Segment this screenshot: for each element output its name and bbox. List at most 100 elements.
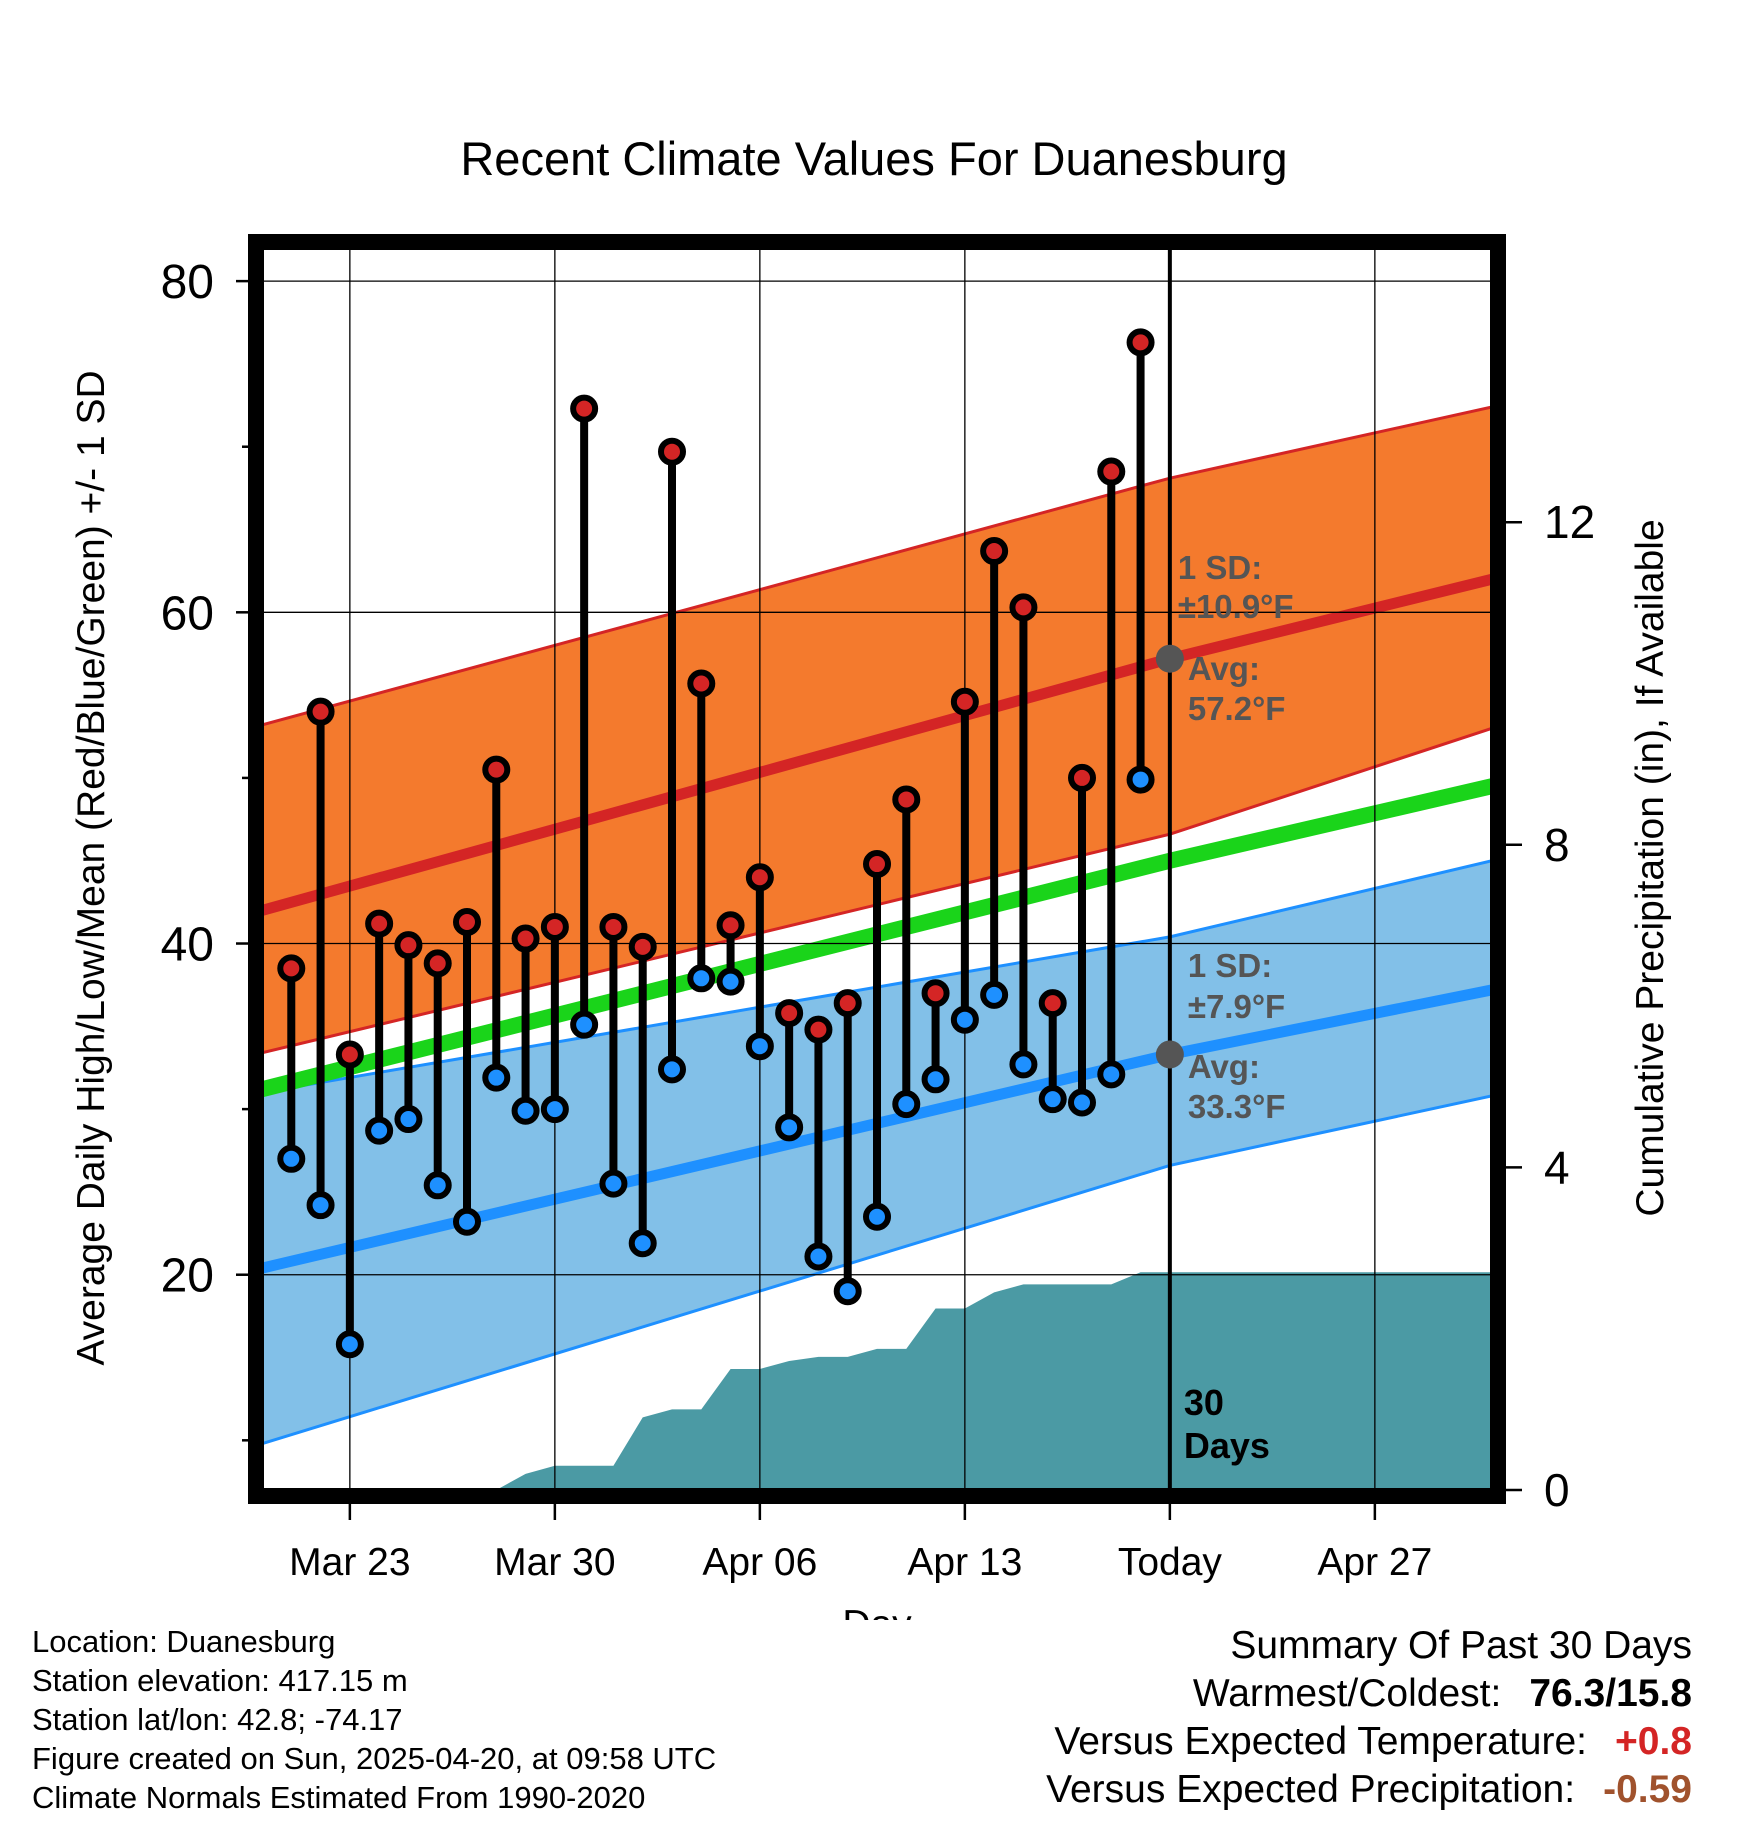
x-tick-label: Apr 27 bbox=[1317, 1541, 1432, 1584]
high-point bbox=[394, 931, 423, 960]
low-point bbox=[745, 1032, 774, 1061]
low-point bbox=[511, 1096, 540, 1125]
high-point bbox=[863, 850, 891, 879]
normals-text: Climate Normals Estimated From 1990-2020 bbox=[32, 1780, 646, 1815]
low-point bbox=[658, 1055, 686, 1084]
y-axis-title: Average Daily High/Low/Mean (Red/Blue/Gr… bbox=[70, 370, 113, 1365]
high-point bbox=[306, 697, 335, 726]
x-axis-title: Day bbox=[842, 1603, 912, 1620]
high-point bbox=[540, 912, 569, 941]
high-point bbox=[658, 437, 686, 466]
low-point bbox=[716, 967, 745, 996]
y-tick-label: 60 bbox=[161, 587, 214, 640]
high-point bbox=[921, 979, 950, 1008]
low-point bbox=[1068, 1088, 1096, 1117]
high-point bbox=[980, 537, 1009, 566]
high-point bbox=[570, 394, 599, 423]
low-point bbox=[775, 1113, 804, 1142]
climate-chart: Recent Climate Values For Duanesburg 1 S… bbox=[70, 132, 1672, 1620]
low-point bbox=[365, 1116, 394, 1145]
low-point bbox=[453, 1207, 481, 1236]
high-point bbox=[775, 999, 804, 1028]
high-point bbox=[833, 989, 862, 1018]
low-point bbox=[804, 1242, 833, 1271]
x-tick-label: Today bbox=[1118, 1541, 1223, 1584]
temp-departure-value: +0.8 bbox=[1615, 1720, 1692, 1763]
low-point bbox=[1009, 1050, 1038, 1079]
low-point bbox=[540, 1095, 569, 1124]
low-avg-label: Avg: bbox=[1188, 1048, 1260, 1085]
low-point bbox=[892, 1090, 921, 1119]
high-point bbox=[511, 924, 540, 953]
low-sd-value: ±7.9°F bbox=[1188, 988, 1285, 1025]
high-avg-marker bbox=[1155, 644, 1184, 673]
plot-frame bbox=[248, 234, 1506, 1504]
low-point bbox=[863, 1202, 891, 1231]
x-tick-label: Apr 13 bbox=[907, 1541, 1022, 1584]
low-point bbox=[1097, 1060, 1126, 1089]
low-point bbox=[423, 1171, 452, 1200]
precip-departure-label: Versus Expected Precipitation: bbox=[1046, 1768, 1576, 1811]
summary-panel: Summary Of Past 30 Days Warmest/Coldest:… bbox=[1046, 1622, 1692, 1814]
low-avg-marker bbox=[1155, 1040, 1184, 1069]
high-point bbox=[423, 949, 452, 978]
high-point bbox=[335, 1040, 364, 1069]
location-text: Location: Duanesburg bbox=[32, 1624, 336, 1659]
low-point bbox=[628, 1229, 657, 1258]
y2-tick-label: 4 bbox=[1544, 1141, 1570, 1193]
y2-tick-label: 12 bbox=[1544, 496, 1595, 548]
temp-departure-label: Versus Expected Temperature: bbox=[1054, 1720, 1587, 1763]
high-point bbox=[892, 785, 921, 814]
low-point bbox=[570, 1010, 599, 1039]
station-info: Location: Duanesburg Station elevation: … bbox=[32, 1622, 716, 1817]
low-avg-value: 33.3°F bbox=[1188, 1088, 1286, 1125]
low-point bbox=[833, 1277, 862, 1306]
high-avg-value: 57.2°F bbox=[1188, 690, 1286, 727]
low-point bbox=[335, 1330, 364, 1359]
y2-tick-label: 8 bbox=[1544, 819, 1570, 871]
low-point bbox=[394, 1105, 423, 1134]
low-point bbox=[921, 1065, 950, 1094]
window-label-number: 30 bbox=[1184, 1382, 1224, 1423]
precip-departure-value: -0.59 bbox=[1603, 1768, 1692, 1811]
y2-axis-title: Cumulative Precipitation (in), If Availa… bbox=[1629, 519, 1672, 1216]
high-point bbox=[950, 687, 979, 716]
axes: 20 40 60 80 0 4 8 12 Mar 23 Mar 30 Apr 06 Apr 13 Tod… bbox=[70, 234, 1672, 1620]
x-tick-label: Mar 30 bbox=[494, 1541, 615, 1584]
y-tick-label: 20 bbox=[161, 1250, 214, 1303]
chart-title: Recent Climate Values For Duanesburg bbox=[460, 132, 1287, 185]
summary-title: Summary Of Past 30 Days bbox=[1230, 1624, 1692, 1667]
x-tick-label: Mar 23 bbox=[289, 1541, 410, 1584]
elevation-text: Station elevation: 417.15 m bbox=[32, 1663, 408, 1698]
y-tick-label: 40 bbox=[161, 919, 214, 972]
high-point bbox=[1068, 763, 1096, 792]
low-point bbox=[482, 1063, 511, 1092]
high-point bbox=[365, 909, 394, 938]
high-point bbox=[1009, 593, 1038, 622]
created-text: Figure created on Sun, 2025-04-20, at 09… bbox=[32, 1741, 717, 1776]
high-point bbox=[1038, 989, 1067, 1018]
high-point bbox=[1097, 457, 1126, 486]
high-point bbox=[453, 907, 481, 936]
high-sd-label: 1 SD: bbox=[1178, 549, 1262, 586]
latlon-text: Station lat/lon: 42.8; -74.17 bbox=[32, 1702, 403, 1737]
high-point bbox=[716, 911, 745, 940]
x-tick-label: Apr 06 bbox=[702, 1541, 817, 1584]
low-point bbox=[599, 1169, 628, 1198]
high-point bbox=[277, 954, 306, 983]
low-point bbox=[1126, 765, 1155, 794]
y-tick-label: 80 bbox=[161, 256, 214, 309]
window-label-text: Days bbox=[1184, 1425, 1270, 1466]
y2-tick-label: 0 bbox=[1544, 1464, 1570, 1516]
high-point bbox=[628, 932, 657, 961]
high-point bbox=[482, 755, 511, 784]
low-point bbox=[277, 1144, 306, 1173]
low-point bbox=[950, 1005, 979, 1034]
high-avg-label: Avg: bbox=[1188, 650, 1260, 687]
high-point bbox=[687, 669, 716, 698]
low-point bbox=[1038, 1085, 1067, 1114]
high-point bbox=[804, 1015, 833, 1044]
high-sd-value: ±10.9°F bbox=[1178, 588, 1294, 625]
high-point bbox=[599, 912, 628, 941]
